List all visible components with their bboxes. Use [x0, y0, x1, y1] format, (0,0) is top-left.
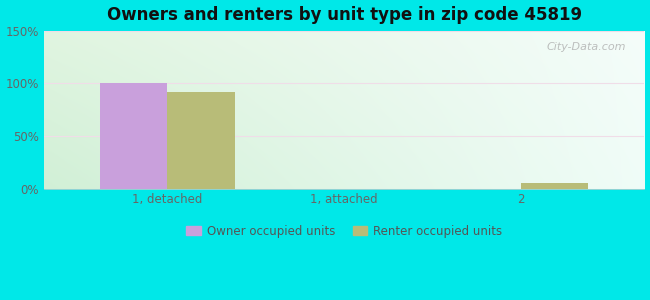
Text: City-Data.com: City-Data.com	[547, 42, 627, 52]
Bar	[100, 83, 168, 189]
Title: Owners and renters by unit type in zip code 45819: Owners and renters by unit type in zip c…	[107, 6, 582, 24]
Bar	[168, 92, 235, 189]
Legend: Owner occupied units, Renter occupied units: Owner occupied units, Renter occupied un…	[182, 220, 506, 243]
Bar	[521, 183, 588, 189]
